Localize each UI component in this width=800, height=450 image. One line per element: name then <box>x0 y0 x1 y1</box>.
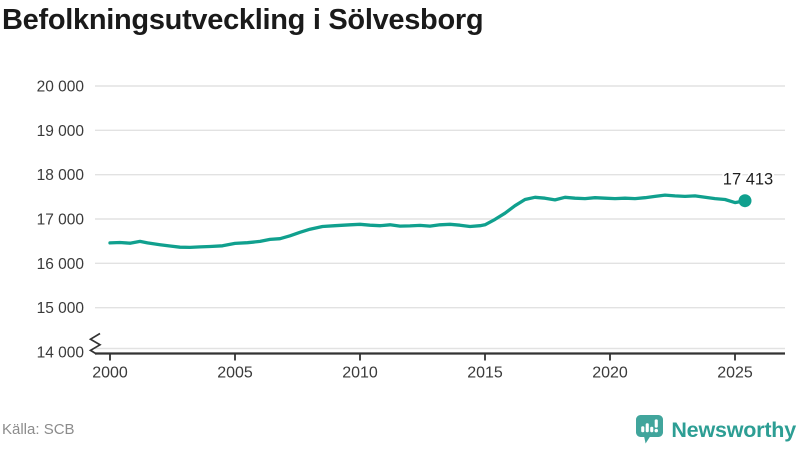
logo-bar-3 <box>650 426 654 433</box>
latest-value-label: 17 413 <box>723 171 773 189</box>
y-axis-tick-label: 17 000 <box>37 212 85 229</box>
x-axis-tick-label: 2005 <box>217 365 253 382</box>
logo-bar-2 <box>646 423 650 433</box>
x-axis-tick-label: 2010 <box>342 365 378 382</box>
source-note: Källa: SCB <box>2 421 75 438</box>
y-axis-tick-label: 15 000 <box>37 300 85 317</box>
y-axis-break-icon <box>88 332 102 355</box>
x-axis-tick-label: 2020 <box>592 365 628 382</box>
y-axis-tick-label: 19 000 <box>37 123 85 140</box>
latest-point-marker <box>738 194 752 208</box>
logo-exclamation-dot <box>654 428 659 433</box>
newsworthy-bubble-barchart-icon <box>636 415 664 444</box>
y-axis-tick-label: 16 000 <box>37 256 85 273</box>
population-line <box>108 193 747 250</box>
chart-title: Befolkningsutveckling i Sölvesborg <box>2 4 484 36</box>
y-axis-tick-label: 14 000 <box>37 345 85 362</box>
y-axis-tick-label: 20 000 <box>37 79 85 96</box>
x-axis-tick-label: 2000 <box>92 365 128 382</box>
x-axis-tick-label: 2025 <box>717 365 753 382</box>
brand-name: Newsworthy <box>671 417 796 442</box>
y-axis-tick-label: 18 000 <box>37 167 85 184</box>
logo-bar-1 <box>641 426 645 433</box>
newsworthy-brand: Newsworthy <box>635 414 796 445</box>
x-axis-tick-label: 2015 <box>467 365 503 382</box>
logo-bubble-shape <box>636 415 664 444</box>
logo-exclamation-bar <box>655 419 659 428</box>
